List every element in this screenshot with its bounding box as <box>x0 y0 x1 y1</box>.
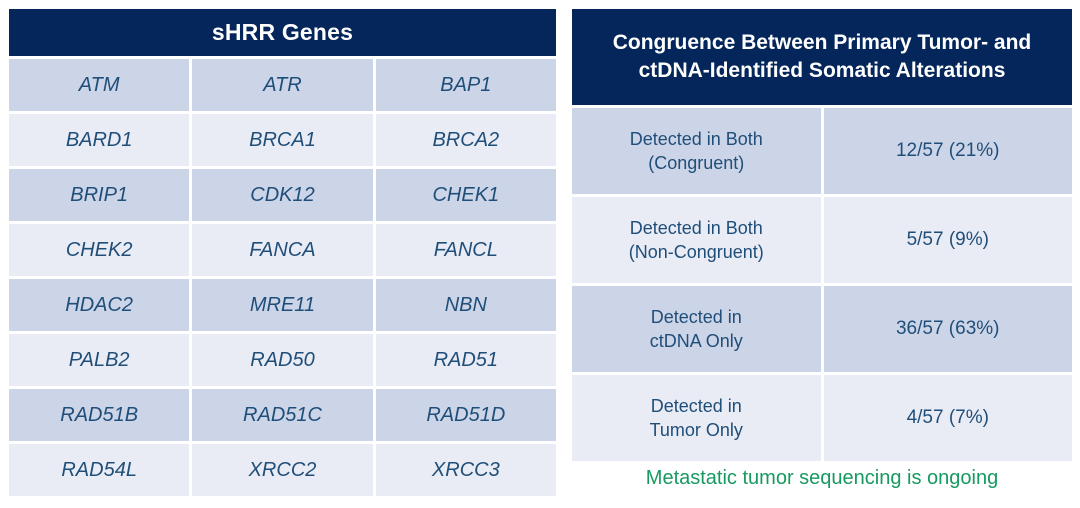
shrr-genes-table: sHRR Genes ATM ATR BAP1 BARD1 BRCA1 BRCA… <box>9 9 556 496</box>
row-label-line1: Detected in <box>650 395 742 416</box>
table-row: Detected in Tumor Only 4/57 (7%) <box>572 375 1072 461</box>
congruence-title-line2: ctDNA-Identified Somatic Alterations <box>638 59 1006 82</box>
gene-cell: BARD1 <box>9 114 190 166</box>
gene-cell: RAD51D <box>375 389 556 441</box>
gene-cell: FANCA <box>192 224 373 276</box>
row-label-line2: (Non-Congruent) <box>628 242 764 262</box>
row-label-line1: Detected in Both <box>629 217 763 238</box>
row-label-line1: Detected in <box>650 306 742 327</box>
shrr-genes-title: sHRR Genes <box>9 9 556 56</box>
row-value: 36/57 (63%) <box>823 286 1072 372</box>
gene-cell: CHEK1 <box>375 169 556 221</box>
row-label-line2: ctDNA Only <box>649 331 743 351</box>
gene-cell: RAD51 <box>375 334 556 386</box>
row-label: Detected in Both (Congruent) <box>572 108 821 194</box>
congruence-rows: Detected in Both (Congruent) 12/57 (21%)… <box>572 108 1072 461</box>
gene-cell: XRCC2 <box>192 444 373 496</box>
gene-cell: RAD51B <box>9 389 190 441</box>
gene-cell: ATM <box>9 59 190 111</box>
row-value: 4/57 (7%) <box>823 375 1072 461</box>
row-label: Detected in ctDNA Only <box>572 286 821 372</box>
gene-cell: XRCC3 <box>375 444 556 496</box>
row-label-line2: (Congruent) <box>648 153 745 173</box>
row-value: 5/57 (9%) <box>823 197 1072 283</box>
table-row: Detected in Both (Non-Congruent) 5/57 (9… <box>572 197 1072 283</box>
row-label: Detected in Both (Non-Congruent) <box>572 197 821 283</box>
gene-cell: FANCL <box>375 224 556 276</box>
metastatic-sequencing-note: Metastatic tumor sequencing is ongoing <box>645 467 999 489</box>
gene-cell: RAD51C <box>192 389 373 441</box>
row-value: 12/57 (21%) <box>823 108 1072 194</box>
congruence-table: Congruence Between Primary Tumor- and ct… <box>572 9 1072 461</box>
gene-cell: BRCA1 <box>192 114 373 166</box>
gene-cell: BRCA2 <box>375 114 556 166</box>
gene-cell: CHEK2 <box>9 224 190 276</box>
gene-cell: NBN <box>375 279 556 331</box>
gene-cell: ATR <box>192 59 373 111</box>
gene-cell: CDK12 <box>192 169 373 221</box>
gene-cell: RAD50 <box>192 334 373 386</box>
gene-cell: PALB2 <box>9 334 190 386</box>
table-row: Detected in Both (Congruent) 12/57 (21%) <box>572 108 1072 194</box>
gene-cell: BRIP1 <box>9 169 190 221</box>
gene-cell: MRE11 <box>192 279 373 331</box>
gene-cell: BAP1 <box>375 59 556 111</box>
shrr-genes-grid: ATM ATR BAP1 BARD1 BRCA1 BRCA2 BRIP1 CDK… <box>9 59 556 496</box>
table-row: Detected in ctDNA Only 36/57 (63%) <box>572 286 1072 372</box>
row-label-line2: Tumor Only <box>649 420 743 440</box>
row-label-line1: Detected in Both <box>629 128 763 149</box>
gene-cell: RAD54L <box>9 444 190 496</box>
congruence-title: Congruence Between Primary Tumor- and ct… <box>572 9 1072 105</box>
gene-cell: HDAC2 <box>9 279 190 331</box>
row-label: Detected in Tumor Only <box>572 375 821 461</box>
congruence-title-line1: Congruence Between Primary Tumor- and <box>612 30 1032 54</box>
